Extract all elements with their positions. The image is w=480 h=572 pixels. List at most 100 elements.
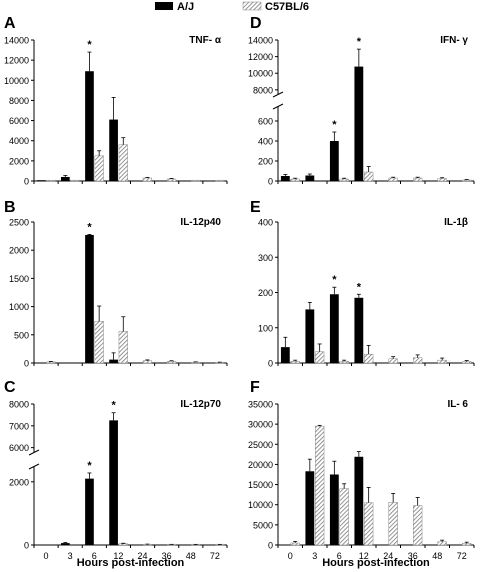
panel-title: IL- 6 (447, 399, 468, 410)
y-tick-label: 6000 (9, 116, 29, 126)
y-tick-label: 8000 (253, 85, 273, 95)
x-tick-label: 72 (457, 551, 467, 561)
y-tick-label: 5000 (253, 520, 273, 530)
panel-b: B IL-12p40 0 500 1000 1500 2000 2500 * (4, 199, 228, 369)
y-tick-label: 0 (24, 541, 29, 551)
bar-c57-24h (388, 502, 398, 546)
bar-aj-3h (305, 471, 315, 545)
bar-aj-0h (280, 176, 290, 181)
y-tick-label: 14000 (248, 36, 273, 46)
legend-swatch-c57 (242, 1, 262, 11)
panel-title: IL-12p40 (180, 217, 221, 228)
bar-c57-36h (166, 361, 177, 364)
y-tick-label: 10000 (248, 69, 273, 79)
y-tick-label: 0 (24, 177, 29, 187)
bar-c57-36h (166, 178, 177, 182)
bar-c57-36h (413, 177, 423, 182)
y-tick-label: 10000 (4, 76, 29, 86)
y-tick-label: 400 (258, 137, 273, 147)
panel-letter: A (4, 15, 16, 32)
bar-c57-12h (118, 331, 128, 364)
significance-star: * (87, 39, 92, 51)
x-tick-label: 72 (210, 551, 220, 561)
bar-c57-12h (118, 144, 128, 182)
panel-title: TNF- α (189, 35, 222, 46)
y-tick-label: 25000 (248, 440, 273, 450)
bar-c57-6h (339, 360, 349, 364)
x-tick-label: 3 (68, 551, 73, 561)
bar-aj-12h (354, 66, 364, 181)
bar-c57-12h (364, 502, 374, 546)
bar-aj-3h (61, 543, 70, 545)
bar-c57-0h (290, 542, 300, 546)
bar-aj-6h (329, 474, 339, 545)
y-tick-label: 20000 (248, 460, 273, 470)
bar-aj-6h (85, 478, 94, 545)
x-axis-title: Hours post-infection (77, 557, 185, 569)
bar-aj-6h (329, 141, 339, 181)
bar-c57-3h (70, 179, 80, 182)
bar-aj-3h (305, 175, 315, 181)
bar-c57-24h (388, 177, 398, 182)
x-axis-title: Hours post-infection (322, 557, 430, 569)
bar-c57-6h (339, 488, 349, 546)
panel-letter: D (250, 15, 262, 32)
bar-c57-72h (462, 179, 472, 182)
x-tick-label: 48 (432, 551, 442, 561)
bar-c57-24h (142, 360, 152, 364)
significance-star: * (332, 274, 337, 286)
bar-c57-6h (94, 155, 104, 182)
bar-c57-12h (364, 171, 374, 182)
y-tick-label: 500 (14, 330, 29, 340)
x-tick-label: 48 (186, 551, 196, 561)
bar-c57-0h (46, 179, 56, 182)
y-tick-label: 300 (258, 253, 273, 263)
bar-aj-6h (85, 234, 94, 363)
x-tick-label: 3 (312, 551, 317, 561)
x-tick-label: 12 (113, 551, 123, 561)
bar-c57-72h (462, 361, 472, 364)
y-tick-label: 2000 (9, 477, 29, 487)
significance-star: * (87, 460, 92, 472)
bar-aj-0h (280, 347, 290, 363)
bar-aj-12h (109, 420, 118, 545)
panel-e: E IL-1β 0 100 200 300 400 * * (250, 199, 475, 369)
axis-break-mark (272, 103, 284, 110)
bar-c57-0h (290, 360, 300, 364)
bar-c57-24h (388, 358, 398, 364)
bar-c57-3h (315, 425, 325, 546)
bar-c57-72h (462, 543, 472, 546)
significance-star: * (87, 221, 92, 233)
y-tick-label: 600 (258, 117, 273, 127)
y-tick-label: 0 (268, 359, 273, 369)
legend-swatch-aj (155, 2, 173, 10)
bar-c57-48h (437, 541, 447, 546)
bar-c57-24h (142, 177, 152, 182)
y-tick-label: 14000 (4, 36, 29, 46)
y-tick-label: 200 (258, 288, 273, 298)
bar-c57-6h (94, 321, 104, 364)
y-tick-label: 1000 (9, 302, 29, 312)
x-tick-label: 24 (383, 551, 393, 561)
y-tick-label: 2500 (9, 218, 29, 228)
bar-c57-6h (339, 178, 349, 182)
bar-aj-12h (109, 359, 118, 363)
x-tick-label: 6 (92, 551, 97, 561)
panel-letter: E (250, 199, 261, 216)
bar-c57-3h (315, 351, 325, 364)
legend: A/J C57BL/6 (155, 1, 309, 13)
bar-c57-36h (413, 505, 423, 546)
y-tick-label: 12000 (248, 52, 273, 62)
x-tick-label: 24 (138, 551, 148, 561)
panel-d: D IFN- γ 0 200 400 600 8000 10000 12000 14000 * * (248, 15, 475, 187)
bar-aj-6h (85, 71, 94, 181)
legend-label-aj: A/J (177, 1, 194, 13)
bar-aj-12h (109, 119, 118, 181)
y-tick-label: 15000 (248, 480, 273, 490)
panel-c: C IL-12p70 0 2000 6000 7000 8000 0 3 * 6 * 12 24 36 48 7… (4, 379, 228, 569)
x-tick-label: 36 (162, 551, 172, 561)
axis-break-mark (28, 463, 40, 470)
y-tick-label: 7000 (9, 421, 29, 431)
